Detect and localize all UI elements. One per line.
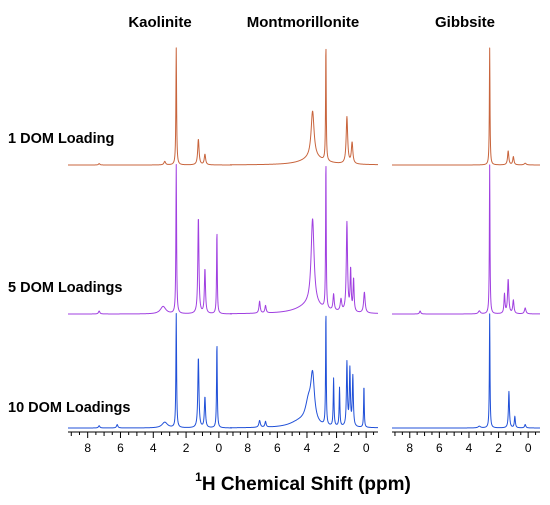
row-label-1-dom: 1 DOM Loading [8,131,114,147]
spectrum-gibbsite-row-1 [391,47,541,166]
spectrum-montmorillonite-row-1 [229,48,379,166]
tick-label-panel-3: 6 [436,441,443,455]
row-label-10-dom: 10 DOM Loadings [8,400,130,416]
x-axis-title-superscript: 1 [195,470,202,484]
spectrum-gibbsite-row-2 [391,164,541,315]
tick-label-panel-2: 2 [333,441,340,455]
spectrum-montmorillonite-row-3 [229,315,379,429]
x-axis-title-main: H Chemical Shift (ppm) [202,474,411,495]
tick-label-panel-1: 2 [183,441,190,455]
panel-title-kaolinite: Kaolinite [128,14,191,31]
panel-title-montmorillonite: Montmorillonite [247,14,360,31]
tick-label-panel-3: 2 [495,441,502,455]
axes-layer: 8 6 4 2 0 8 6 4 2 0 8 6 4 2 0 [68,431,540,455]
spectrum-gibbsite-row-3 [391,313,541,429]
spectrum-montmorillonite-row-2 [229,165,379,315]
tick-label-panel-3: 4 [466,441,473,455]
tick-label-panel-2: 4 [304,441,311,455]
tick-label-panel-1: 6 [117,441,124,455]
spectrum-kaolinite-row-3 [67,312,233,429]
panel-title-gibbsite: Gibbsite [435,14,495,31]
spectra-layer [67,47,541,429]
x-axis-title: 1H Chemical Shift (ppm) [195,470,411,495]
tick-label-panel-2: 6 [274,441,281,455]
tick-label-panel-3: 0 [525,441,532,455]
tick-label-panel-1: 0 [216,441,223,455]
tick-label-panel-1: 8 [84,441,91,455]
spectrum-kaolinite-row-1 [67,47,233,166]
row-label-5-dom: 5 DOM Loadings [8,280,122,296]
tick-label-panel-1: 4 [150,441,157,455]
spectrum-kaolinite-row-2 [67,163,233,315]
tick-label-panel-2: 8 [244,441,251,455]
tick-label-panel-2: 0 [363,441,370,455]
tick-label-panel-3: 8 [406,441,413,455]
